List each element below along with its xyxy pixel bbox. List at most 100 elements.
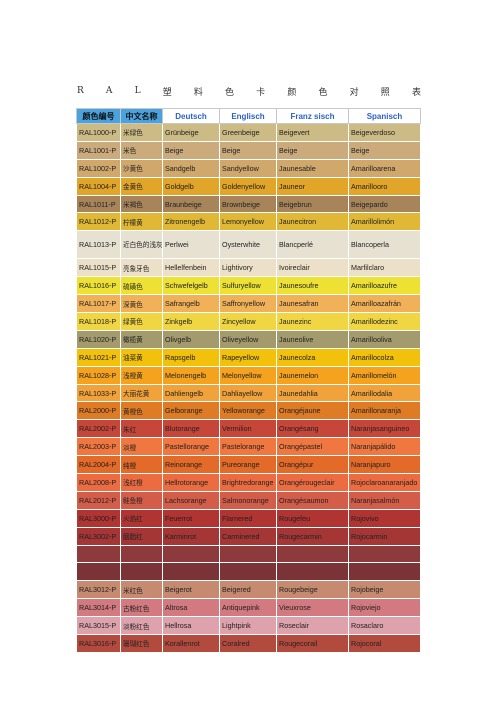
title-char: 颜 (287, 87, 297, 98)
chinese-name-cell: 浅红橙 (120, 473, 163, 492)
ral-color-table: 颜色编号 中文名称 Deutsch Englisch Franz sisch S… (76, 108, 421, 653)
deutsch-cell: Grünbeige (162, 123, 220, 142)
title-char: 对 (349, 87, 359, 98)
franzoesisch-cell: Rougecarmin (276, 526, 349, 546)
spanisch-cell: Amarilloarena (348, 158, 421, 178)
franzoesisch-cell: Rougebeige (276, 580, 349, 600)
deutsch-cell: Goldgelb (162, 176, 220, 196)
chinese-name-cell: 橄榄黄 (120, 329, 163, 349)
englisch-cell: Beigered (219, 580, 277, 600)
table-row: RAL3012-P 米红色 Beigerot Beigered Rougebeige Ro… (76, 580, 421, 600)
header-franzoesisch: Franz sisch (276, 108, 349, 124)
spanisch-cell: Amarillooro (348, 176, 421, 196)
chinese-name-cell: 金黄色 (120, 176, 163, 196)
deutsch-cell: Lachsorange (162, 490, 220, 510)
englisch-cell: Brownbeige (219, 194, 277, 214)
chinese-name-cell: 纯橙 (120, 455, 163, 475)
englisch-cell: Sandyellow (219, 158, 277, 178)
franzoesisch-cell: Jaunedahlia (276, 383, 349, 403)
color-code-cell: RAL1004-P (76, 176, 121, 196)
color-code-cell: RAL3012-P (76, 580, 121, 600)
franzoesisch-cell (276, 544, 349, 564)
color-code-cell: RAL3016-P (76, 634, 121, 653)
chinese-name-cell (120, 544, 163, 564)
chinese-name-cell: 亮象牙色 (120, 258, 163, 278)
chinese-name-cell: 近白色的浅灰 (120, 230, 163, 260)
table-row: RAL1012-P 柠檬黄 Zitronengelb Lemonyellow Jaune… (76, 212, 421, 232)
chinese-name-cell: 绿黄色 (120, 312, 163, 331)
franzoesisch-cell: Beigevert (276, 123, 349, 142)
color-code-cell: RAL1016-P (76, 276, 121, 296)
franzoesisch-cell: Jaunezinc (276, 312, 349, 331)
chinese-name-cell: 米褐色 (120, 194, 163, 214)
table-row: RAL1028-P 浅橙黄 Melonengelb Melonyellow Jaunem… (76, 365, 421, 385)
chinese-name-cell: 浅橙黄 (120, 365, 163, 385)
englisch-cell: Lemonyellow (219, 212, 277, 232)
englisch-cell: Antiquepink (219, 598, 277, 618)
color-code-cell: RAL2000-P (76, 401, 121, 421)
deutsch-cell: Hellelfenbein (162, 258, 220, 278)
deutsch-cell: Perlwei (162, 230, 220, 260)
table-row: RAL1013-P 近白色的浅灰 Perlwei Oysterwhite Blancpe… (76, 230, 421, 260)
title-char: 照 (380, 87, 390, 98)
deutsch-cell: Gelborange (162, 401, 220, 421)
englisch-cell: Salmonorange (219, 490, 277, 510)
chinese-name-cell: 米绿色 (120, 123, 163, 142)
englisch-cell: Zincyellow (219, 312, 277, 331)
spanisch-cell: Rojovivo (348, 508, 421, 528)
spanisch-cell: Rojocarmin (348, 526, 421, 546)
englisch-cell: Carminered (219, 526, 277, 546)
chinese-name-cell: 古粉红色 (120, 598, 163, 618)
englisch-cell (219, 544, 277, 564)
chinese-name-cell (120, 562, 163, 582)
englisch-cell: Melonyellow (219, 365, 277, 385)
franzoesisch-cell: Orangésang (276, 419, 349, 439)
deutsch-cell: Olivgelb (162, 329, 220, 349)
table-row: RAL1011-P 米褐色 Braunbeige Brownbeige Beigebru… (76, 194, 421, 214)
englisch-cell: Greenbeige (219, 123, 277, 142)
color-code-cell: RAL1002-P (76, 158, 121, 178)
chinese-name-cell: 鲑鱼橙 (120, 490, 163, 510)
franzoesisch-cell: Beigebrun (276, 194, 349, 214)
chinese-name-cell: 朱红 (120, 419, 163, 439)
deutsch-cell: Reinorange (162, 455, 220, 475)
table-row: RAL2008-P 浅红橙 Hellrotorange Brightredorange… (76, 473, 421, 492)
englisch-cell (219, 562, 277, 582)
color-code-cell: RAL1012-P (76, 212, 121, 232)
color-code-cell: RAL1001-P (76, 140, 121, 160)
chinese-name-cell: 米红色 (120, 580, 163, 600)
spanisch-cell: Rosaclaro (348, 616, 421, 636)
color-code-cell: RAL3014-P (76, 598, 121, 618)
color-code-cell: RAL1013-P (76, 230, 121, 260)
spanisch-cell: Amarilloazafrán (348, 294, 421, 314)
spanisch-cell: Naranjasalmón (348, 490, 421, 510)
englisch-cell: Beige (219, 140, 277, 160)
franzoesisch-cell: Jaunemelon (276, 365, 349, 385)
chinese-name-cell: 黄橙色 (120, 401, 163, 421)
englisch-cell: Oysterwhite (219, 230, 277, 260)
franzoesisch-cell: Ivoireclair (276, 258, 349, 278)
deutsch-cell: Sandgelb (162, 158, 220, 178)
englisch-cell: Oliveyellow (219, 329, 277, 349)
spanisch-cell: Amarillomelón (348, 365, 421, 385)
deutsch-cell: Schwefelgelb (162, 276, 220, 296)
deutsch-cell: Blutorange (162, 419, 220, 439)
title-char: 色 (318, 87, 328, 98)
spanisch-cell: Rojocoral (348, 634, 421, 653)
deutsch-cell: Zinkgelb (162, 312, 220, 331)
spanisch-cell: Naranjapuro (348, 455, 421, 475)
spanisch-cell: Marfilclaro (348, 258, 421, 278)
franzoesisch-cell: Vieuxrose (276, 598, 349, 618)
table-row: RAL1002-P 沙黄色 Sandgelb Sandyellow Jaunesable… (76, 158, 421, 178)
franzoesisch-cell: Jaunesoufre (276, 276, 349, 296)
header-code: 颜色编号 (76, 108, 121, 124)
color-code-cell: RAL3000-P (76, 508, 121, 528)
blank-color-row (76, 562, 421, 582)
spanisch-cell: Beigepardo (348, 194, 421, 214)
title-char: A (105, 86, 113, 96)
color-code-cell: RAL1000-P (76, 123, 121, 142)
englisch-cell: Saffronyellow (219, 294, 277, 314)
spanisch-cell (348, 544, 421, 564)
